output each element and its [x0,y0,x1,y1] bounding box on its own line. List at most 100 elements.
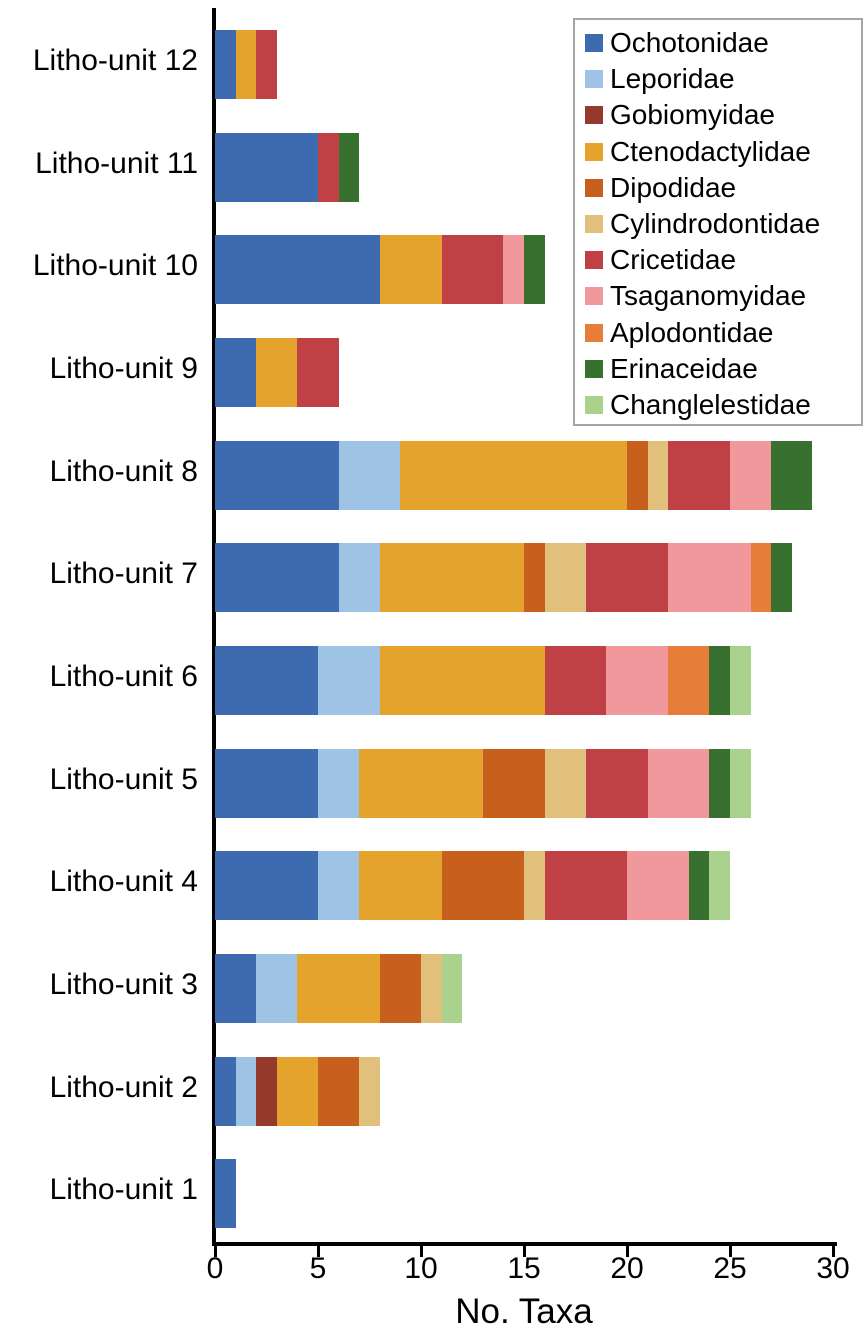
legend-label: Ctenodactylidae [610,135,811,167]
bar-litho-unit-10 [215,235,833,305]
bar-segment-ctenodactylidae [297,954,380,1023]
legend-swatch-icon [585,323,603,342]
x-tick-15 [522,1246,526,1257]
y-label-litho-unit-1: Litho-unit 1 [49,1173,198,1207]
legend-swatch-icon [585,34,603,53]
legend-swatch-icon [585,395,603,414]
bar-litho-unit-3 [215,954,833,1023]
x-tick-label-0: 0 [206,1252,224,1285]
legend-swatch-icon [585,251,603,270]
bar-segment-leporidae [318,851,360,921]
legend-item-changlelestidae: Changlelestidae [585,387,861,423]
legend-label: Changlelestidae [610,388,811,420]
bar-segment-erinaceidae [338,132,360,202]
bar-segment-ctenodactylidae [235,30,257,99]
y-label-litho-unit-9: Litho-unit 9 [49,352,198,385]
bar-segment-ctenodactylidae [379,646,545,715]
bar-segment-ochotonidae [215,1056,236,1126]
legend-swatch-icon [585,215,603,234]
x-axis-line [212,1242,837,1246]
legend-item-leporidae: Leporidae [585,61,861,97]
bar-segment-leporidae [256,954,298,1023]
legend-swatch-icon [585,70,603,89]
legend-item-erinaceidae: Erinaceidae [585,351,861,387]
bar-segment-cricetidae [318,132,339,202]
bar-segment-ochotonidae [215,338,257,407]
bar-segment-cylindrodontidae [647,440,669,510]
legend-item-ctenodactylidae: Ctenodactylidae [585,134,861,170]
x-tick-label-5: 5 [309,1252,327,1285]
bar-segment-ochotonidae [215,543,339,613]
y-label-litho-unit-3: Litho-unit 3 [49,968,198,1001]
bar-segment-changlelestidae [441,954,463,1023]
legend-label: Ochotonidae [610,27,769,59]
y-axis-labels: Litho-unit 12 Litho-unit 11 Litho-unit 10 L… [0,10,198,1242]
legend-item-cricetidae: Cricetidae [585,242,861,278]
legend-item-cylindrodontidae: Cylindrodontidae [585,206,861,242]
legend-label: Cylindrodontidae [610,208,821,240]
x-axis-title: No. Taxa [455,1292,593,1331]
legend: Ochotonidae Leporidae Gobiomyidae Ctenodact… [573,18,863,426]
y-label-litho-unit-11: Litho-unit 11 [35,146,198,180]
x-tick-label-15: 15 [507,1252,541,1285]
legend-swatch-icon [585,106,603,125]
bar-segment-cylindrodontidae [544,543,586,613]
legend-item-dipodidae: Dipodidae [585,170,861,206]
y-label-litho-unit-6: Litho-unit 6 [49,660,198,693]
bar-segment-cricetidae [256,30,277,99]
bar-litho-unit-12 [215,30,833,99]
bar-litho-unit-8 [215,440,833,510]
legend-label: Tsaganomyidae [610,280,807,312]
bar-litho-unit-5 [215,748,833,818]
bar-segment-tsaganomyidae [730,440,772,510]
legend-item-aplodontidae: Aplodontidae [585,315,861,351]
y-label-litho-unit-5: Litho-unit 5 [49,762,198,796]
x-tick-label-25: 25 [713,1252,747,1285]
bar-segment-leporidae [235,1056,257,1126]
x-tick-20 [625,1246,629,1257]
legend-label: Aplodontidae [610,316,774,348]
bar-segment-leporidae [338,543,380,613]
bar-litho-unit-1 [215,1159,833,1229]
bar-segment-erinaceidae [709,646,730,715]
y-label-litho-unit-10: Litho-unit 10 [32,249,198,283]
bar-segment-cricetidae [544,646,607,715]
bar-segment-erinaceidae [524,235,545,305]
bar-segment-ochotonidae [215,235,380,305]
bar-segment-ctenodactylidae [379,543,524,613]
bar-segment-tsaganomyidae [503,235,524,305]
legend-item-ochotonidae: Ochotonidae [585,25,861,61]
legend-swatch-icon [585,287,603,306]
bar-segment-erinaceidae [688,851,710,921]
y-axis-line [212,8,216,1246]
bar-segment-dipodidae [482,748,545,818]
bar-litho-unit-6 [215,646,833,715]
bar-segment-dipodidae [524,543,545,613]
bar-segment-ochotonidae [215,132,318,202]
bar-segment-ochotonidae [215,646,318,715]
y-label-litho-unit-7: Litho-unit 7 [49,557,198,591]
bar-segment-dipodidae [627,440,648,510]
legend-label: Gobiomyidae [610,99,775,131]
bar-segment-tsaganomyidae [647,748,710,818]
bar-segment-ctenodactylidae [400,440,627,510]
x-tick-25 [728,1246,732,1257]
bar-segment-changlelestidae [730,748,751,818]
bar-segment-aplodontidae [750,543,772,613]
bar-segment-erinaceidae [771,440,813,510]
bar-segment-gobiomyidae [256,1056,277,1126]
bar-litho-unit-9 [215,338,833,407]
legend-label: Dipodidae [610,171,737,203]
bar-segment-ochotonidae [215,1159,236,1229]
legend-label: Leporidae [610,63,735,95]
bar-segment-leporidae [318,646,380,715]
bar-segment-cylindrodontidae [524,851,545,921]
bar-litho-unit-4 [215,851,833,921]
bar-segment-ochotonidae [215,440,339,510]
bar-segment-cylindrodontidae [359,1056,380,1126]
bar-segment-ochotonidae [215,30,236,99]
bar-segment-ctenodactylidae [256,338,298,407]
bar-segment-ctenodactylidae [359,851,442,921]
bar-segment-erinaceidae [709,748,730,818]
